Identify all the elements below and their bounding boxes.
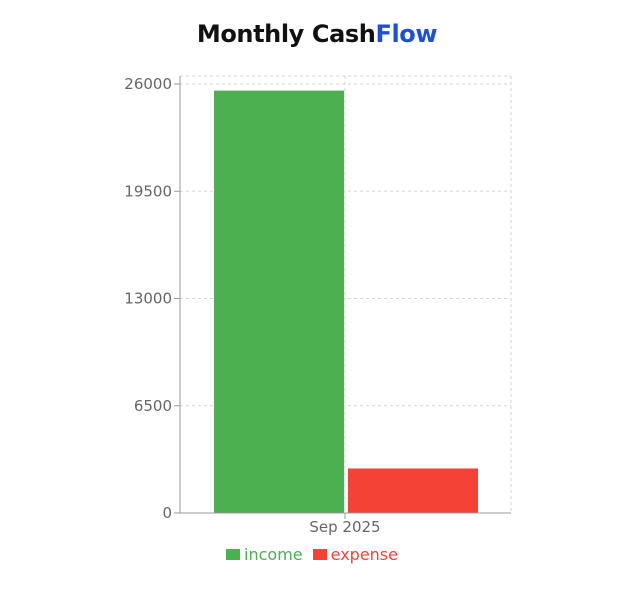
chart-title-accent: Flow [375,20,438,48]
y-tick-label-0: 0 [162,504,172,522]
x-tick-label: Sep 2025 [309,518,380,536]
y-tick-label-6500: 6500 [134,397,172,415]
bar-group [214,90,478,513]
axes [174,76,511,519]
legend-item-expense[interactable]: expense [312,545,398,564]
legend: income expense [0,545,624,564]
legend-swatch-income [226,549,241,560]
legend-label-income: income [244,545,303,564]
y-tick-label-26000: 26000 [124,75,172,93]
y-tick-label-13000: 13000 [124,290,172,308]
tick-labels: 0 6500 13000 19500 26000 Sep 2025 [124,75,380,536]
chart-title-main: Monthly Cash [196,20,376,48]
bar-expense [348,468,478,513]
legend-swatch-expense [312,549,327,560]
bar-income [214,90,344,513]
y-tick-label-19500: 19500 [124,182,172,200]
chart-title: Monthly CashFlow [0,20,634,48]
legend-label-expense: expense [330,545,398,564]
legend-item-income[interactable]: income [226,545,303,564]
